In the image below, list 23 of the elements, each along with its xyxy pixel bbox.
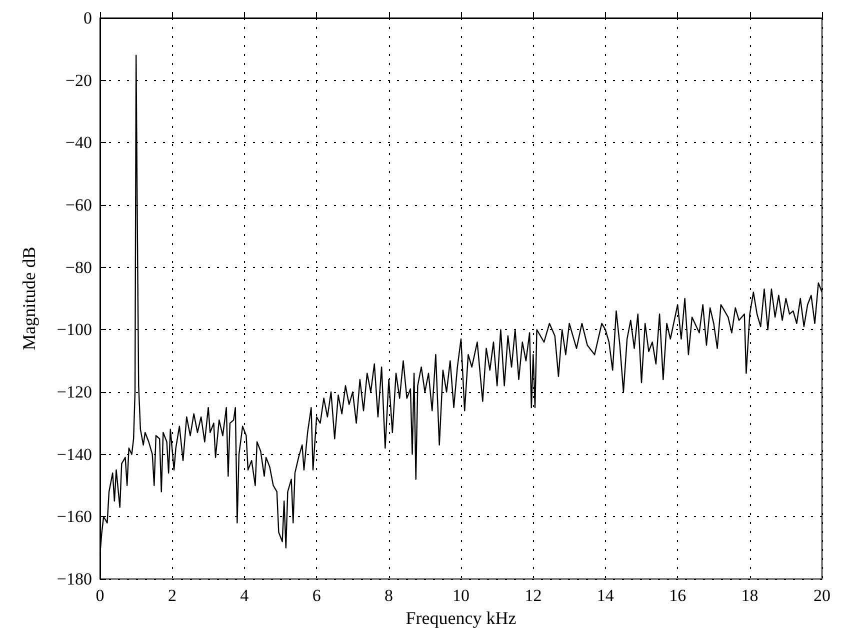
x-tick-label: 18 xyxy=(741,586,758,605)
y-tick-label: 0 xyxy=(84,8,92,28)
x-tick-label: 2 xyxy=(168,586,176,605)
y-tick-label: −20 xyxy=(65,70,92,90)
y-tick-label: −180 xyxy=(56,570,92,588)
x-tick-label: 12 xyxy=(524,586,542,605)
y-tick-label: −80 xyxy=(65,258,92,277)
x-axis-title: Frequency kHz xyxy=(406,608,516,628)
y-axis-title: Magnitude dB xyxy=(19,246,39,350)
y-tick-label: −40 xyxy=(65,133,92,152)
x-tick-label: 16 xyxy=(669,586,686,605)
x-tick-label: 8 xyxy=(384,586,394,605)
y-tick-label: −100 xyxy=(56,320,92,340)
x-tick-label: 10 xyxy=(452,586,470,605)
x-tick-label: 0 xyxy=(96,586,104,605)
y-tick-label: −160 xyxy=(56,507,92,526)
x-tick-label: 14 xyxy=(596,586,614,605)
y-tick-label: −140 xyxy=(56,444,92,464)
x-tick-label: 6 xyxy=(312,586,321,605)
x-tick-label: 20 xyxy=(814,586,830,605)
y-tick-label: −60 xyxy=(65,196,92,214)
y-tick-label: −120 xyxy=(56,382,92,402)
x-tick-label: 4 xyxy=(240,586,250,605)
